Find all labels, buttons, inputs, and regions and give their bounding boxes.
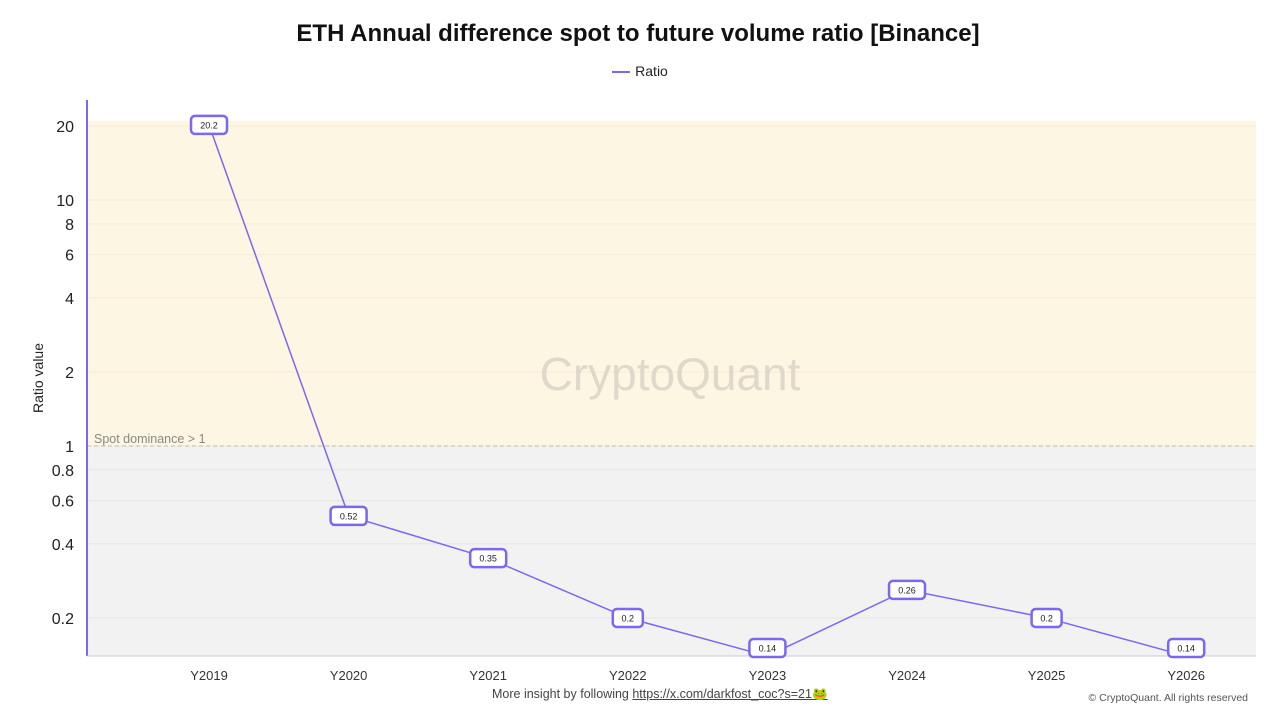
data-label: 20.2 <box>200 120 218 130</box>
copyright: © CryptoQuant. All rights reserved <box>1088 692 1248 704</box>
x-tick-label: Y2024 <box>888 668 926 683</box>
y-tick-label: 0.6 <box>52 494 74 511</box>
band-0 <box>87 120 1256 446</box>
y-tick-label: 2 <box>65 365 74 382</box>
y-tick-label: 8 <box>65 217 74 234</box>
chart-title: ETH Annual difference spot to future vol… <box>296 20 980 47</box>
x-tick-label: Y2020 <box>330 668 368 683</box>
y-tick-label: 4 <box>65 291 74 308</box>
data-point-Y2024 <box>887 579 927 601</box>
x-tick-label: Y2025 <box>1028 668 1066 683</box>
x-tick-label: Y2021 <box>469 668 507 683</box>
y-axis-label: Ratio value <box>30 343 46 413</box>
y-tick-label: 10 <box>56 193 74 210</box>
band-1 <box>87 446 1256 656</box>
y-tick-label: 0.4 <box>52 537 74 554</box>
x-tick-label: Y2019 <box>190 668 228 683</box>
footer-text: More insight by following <box>492 687 633 701</box>
data-label: 0.52 <box>340 511 358 521</box>
legend-label: Ratio <box>635 63 668 79</box>
y-tick-label: 20 <box>56 119 74 136</box>
x-tick-label: Y2023 <box>749 668 787 683</box>
watermark: CryptoQuant <box>540 348 801 400</box>
data-point-Y2026 <box>1166 637 1206 659</box>
x-tick-label: Y2022 <box>609 668 647 683</box>
y-tick-label: 1 <box>65 439 74 456</box>
footer-link[interactable]: https://x.com/darkfost_coc?s=21🐸 <box>632 687 828 701</box>
data-label: 0.2 <box>622 613 635 623</box>
data-label: 0.2 <box>1040 613 1053 623</box>
y-tick-label: 6 <box>65 248 74 265</box>
legend-swatch <box>612 71 631 74</box>
threshold-label: Spot dominance > 1 <box>94 432 206 446</box>
data-point-Y2019 <box>189 114 229 136</box>
data-label: 0.26 <box>898 585 916 595</box>
y-tick-label: 0.2 <box>52 611 74 628</box>
data-label: 0.14 <box>759 644 777 654</box>
series-line <box>208 124 1187 657</box>
data-point-Y2023 <box>748 637 787 659</box>
legend[interactable]: Ratio <box>0 63 1280 79</box>
data-point-Y2020 <box>329 505 368 527</box>
data-point-Y2025 <box>1030 607 1063 629</box>
data-label: 0.35 <box>479 554 497 564</box>
data-point-Y2022 <box>611 607 645 629</box>
y-tick-label: 0.8 <box>52 463 74 480</box>
data-point-Y2021 <box>468 547 508 569</box>
data-label: 0.14 <box>1177 644 1195 654</box>
footer: More insight by following https://x.com/… <box>492 687 828 702</box>
x-tick-label: Y2026 <box>1167 668 1205 683</box>
